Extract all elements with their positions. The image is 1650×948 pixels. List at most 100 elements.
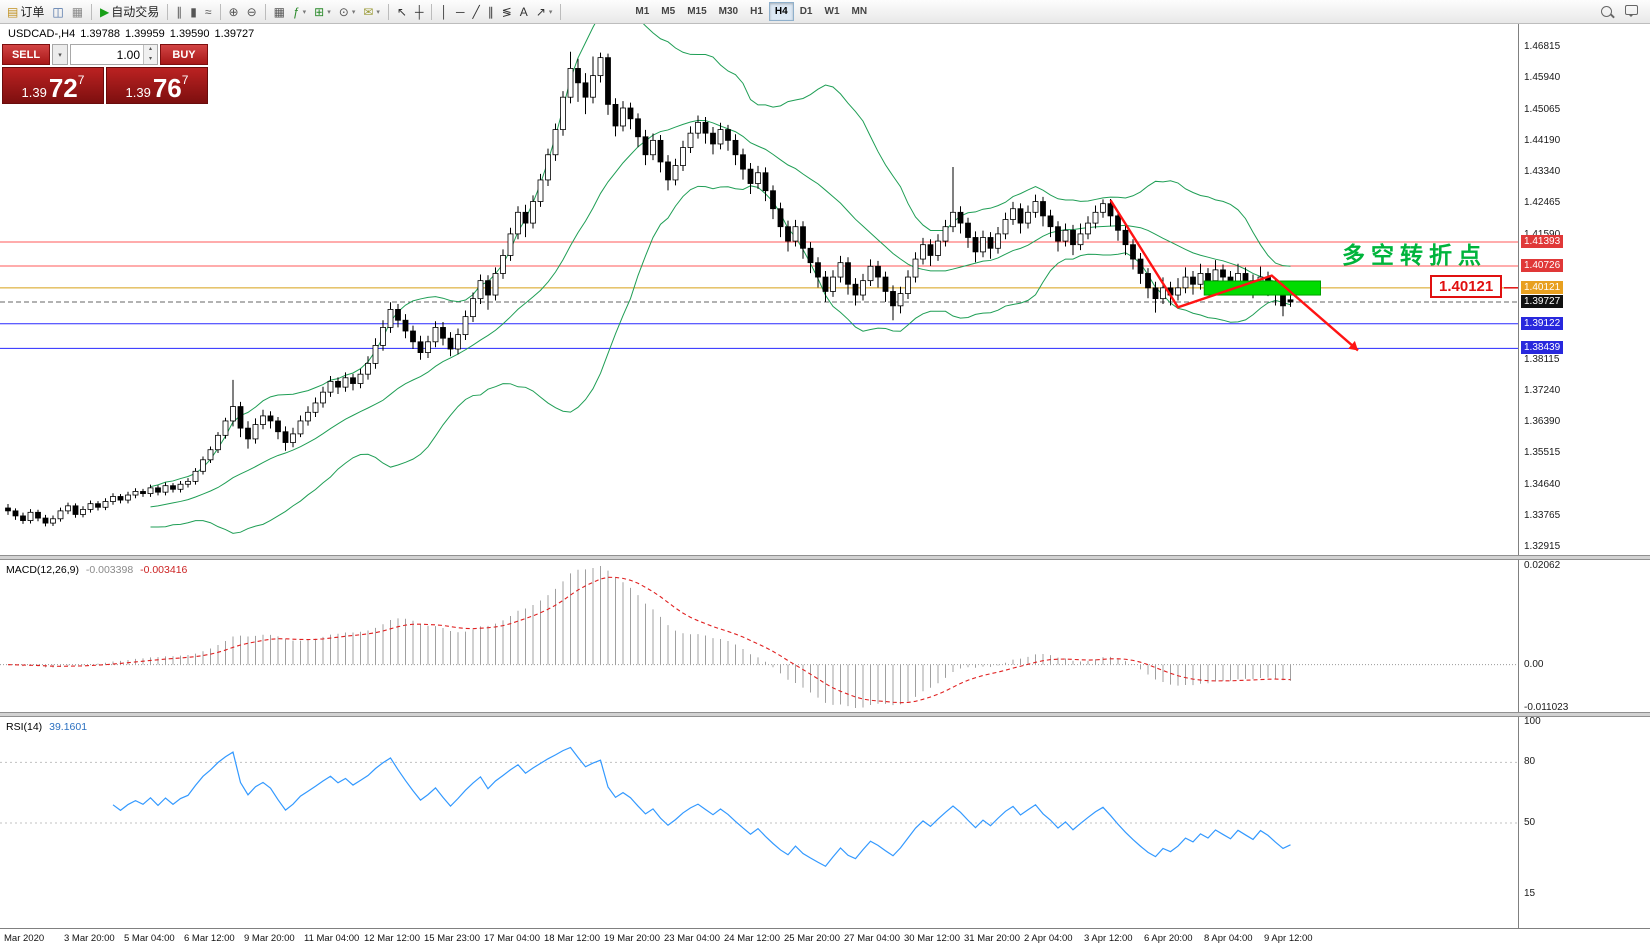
line-chart-icon[interactable]: ≈ <box>201 1 216 23</box>
price-axis-label: 1.42465 <box>1524 197 1561 209</box>
macd-label: MACD(12,26,9) <box>6 564 79 576</box>
new-order-button-label: 订单 <box>20 5 45 19</box>
new-order-button[interactable]: ▤ 订单 <box>3 1 48 23</box>
time-axis[interactable]: Mar 2020 3 Mar 20:00 5 Mar 04:00 6 Mar 12:0… <box>0 928 1650 948</box>
lot-decrease-button[interactable]: ▾ <box>144 54 157 64</box>
bars-chart-icon[interactable]: ∥ <box>172 1 186 23</box>
time-label: 23 Mar 04:00 <box>664 933 720 944</box>
cursor-icon[interactable]: ↖ <box>393 1 411 23</box>
rsi-label: RSI(14) <box>6 721 43 733</box>
toolbar-separator <box>219 3 221 20</box>
time-label: 27 Mar 04:00 <box>844 933 900 944</box>
rsi-value: 39.1601 <box>49 721 88 733</box>
new-chart-icon[interactable]: ⊞ ▾ <box>310 1 335 23</box>
search-button[interactable] <box>1597 1 1616 23</box>
sell-price-pip: 7 <box>77 73 85 87</box>
line-chart-icon-glyph: ≈ <box>204 4 212 19</box>
timeframe-m15[interactable]: M15 <box>687 6 707 17</box>
bars-chart-icon-glyph: ∥ <box>176 4 183 19</box>
zoom-in-icon[interactable]: ⊕ <box>225 1 243 23</box>
candles-chart-icon-glyph: ▮ <box>190 4 197 19</box>
macd-main-value: -0.003398 <box>85 564 134 576</box>
period-icon[interactable]: ⊙ ▾ <box>335 1 360 23</box>
time-label: 3 Apr 12:00 <box>1084 933 1133 944</box>
channel-icon[interactable]: ∥ <box>484 1 498 23</box>
timeframe-h1[interactable]: H1 <box>750 6 763 17</box>
chat-button[interactable] <box>1621 1 1642 23</box>
price-axis-label: 1.44190 <box>1524 135 1561 147</box>
lot-increase-button[interactable]: ▴ <box>144 45 157 55</box>
low-value: 1.39590 <box>169 28 210 40</box>
symbol-label: USDCAD-,H4 <box>8 28 76 40</box>
zoom-out-icon[interactable]: ⊖ <box>243 1 261 23</box>
text-tool-icon[interactable]: A <box>516 1 532 23</box>
sell-price-display[interactable]: 1.39 72 7 <box>2 67 104 104</box>
time-label: 15 Mar 23:00 <box>424 933 480 944</box>
rsi-axis-label: 80 <box>1524 756 1536 768</box>
buy-price-prefix: 1.39 <box>125 85 151 100</box>
lot-input[interactable] <box>71 45 143 64</box>
timeframe-h4[interactable]: H4 <box>768 2 794 21</box>
buy-price-display[interactable]: 1.39 76 7 <box>106 67 208 104</box>
vertical-line-icon[interactable]: │ <box>436 1 452 23</box>
bid-price-badge: 1.39727 <box>1521 294 1564 308</box>
timeframe-d1[interactable]: D1 <box>799 6 813 17</box>
toolbar-separator <box>560 3 562 20</box>
price-axis[interactable]: 1.46815 1.45940 1.45065 1.44190 1.43340 1.424… <box>1518 0 1650 948</box>
chart-ohlc-header: USDCAD-,H4 1.39788 1.39959 1.39590 1.39727 <box>8 28 259 40</box>
high-value: 1.39959 <box>125 28 165 40</box>
main-toolbar: ▤ 订单 ◫ ▦ ▶ 自动交易 ∥ ▮ ≈ ⊕ ⊖ ▦ ƒ ▾ ⊞ ▾ ⊙ ▾ ✉ ▾ ↖ ┼ │ ─ ╱ ∥ ≶ A ↗ ▾ M1 M5 M1… <box>0 0 1650 24</box>
chat-icon <box>1625 5 1638 17</box>
time-label: 24 Mar 12:00 <box>724 933 780 944</box>
autotrading-button[interactable]: ▶ 自动交易 <box>96 1 163 23</box>
price-axis-label: 1.41590 <box>1524 229 1560 240</box>
fibonacci-icon[interactable]: ≶ <box>498 1 516 23</box>
channel-icon-glyph: ∥ <box>487 4 494 19</box>
timeframe-m5[interactable]: M5 <box>661 6 676 17</box>
rsi-axis-label: 100 <box>1524 716 1541 727</box>
templates-icon-glyph: ✉ <box>363 4 374 19</box>
price-axis-label: 1.33765 <box>1524 510 1561 522</box>
buy-price-main: 76 <box>152 73 182 103</box>
timeframe-w1[interactable]: W1 <box>824 6 840 17</box>
time-label: 3 Mar 20:00 <box>64 933 115 944</box>
horizontal-line-icon[interactable]: ─ <box>452 1 469 23</box>
toolbar-separator <box>387 3 389 20</box>
chart-windows-icon[interactable]: ◫ <box>48 1 67 23</box>
pane-divider[interactable] <box>0 712 1650 717</box>
autotrading-button-label: 自动交易 <box>111 5 160 19</box>
chevron-down-icon: ▾ <box>327 8 331 16</box>
crosshair-icon[interactable]: ┼ <box>411 1 428 23</box>
fibonacci-icon-glyph: ≶ <box>501 4 512 19</box>
open-value: 1.39788 <box>80 28 120 40</box>
new-chart-icon-glyph: ⊞ <box>314 4 325 19</box>
profiles-icon[interactable]: ▦ <box>68 1 87 23</box>
templates-icon[interactable]: ✉ ▾ <box>359 1 384 23</box>
sell-price-main: 72 <box>48 73 78 103</box>
price-axis-label: 1.37240 <box>1524 385 1561 397</box>
time-label: 11 Mar 04:00 <box>304 933 360 944</box>
grid-icon[interactable]: ▦ <box>270 1 289 23</box>
sell-button[interactable]: SELL <box>2 44 50 65</box>
pane-divider[interactable] <box>0 555 1650 560</box>
cursor-icon-glyph: ↖ <box>396 4 407 19</box>
arrows-tool-icon[interactable]: ↗ ▾ <box>532 1 557 23</box>
indicators-icon[interactable]: ƒ ▾ <box>289 1 310 23</box>
macd-axis-label: 0.00 <box>1524 658 1544 670</box>
profiles-icon-glyph: ▦ <box>71 4 84 19</box>
timeframe-mn[interactable]: MN <box>851 6 868 17</box>
buy-button[interactable]: BUY <box>160 44 208 65</box>
trendline-icon[interactable]: ╱ <box>469 1 484 23</box>
toolbar-separator <box>264 3 266 20</box>
candles-chart-icon[interactable]: ▮ <box>186 1 201 23</box>
timeframe-m1[interactable]: M1 <box>635 6 650 17</box>
time-label: 9 Mar 20:00 <box>244 933 295 944</box>
timeframe-m30[interactable]: M30 <box>718 6 739 17</box>
one-click-options-button[interactable]: ▾ <box>52 44 68 65</box>
sell-price-prefix: 1.39 <box>21 85 47 100</box>
time-label: 12 Mar 12:00 <box>364 933 420 944</box>
price-level-badge: 1.39122 <box>1521 316 1564 330</box>
price-axis-label: 1.45940 <box>1524 72 1561 84</box>
rsi-axis-label: 50 <box>1524 817 1536 828</box>
